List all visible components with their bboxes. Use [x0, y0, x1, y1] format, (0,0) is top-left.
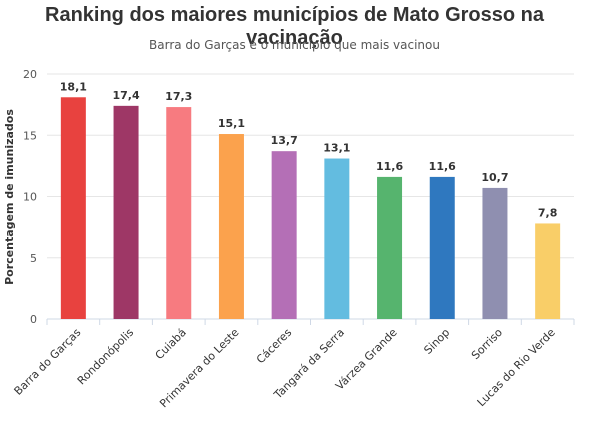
bar [482, 187, 508, 319]
data-label: 17,3 [165, 90, 192, 103]
bar [166, 107, 192, 319]
data-labels: 18,1 17,4 17,3 15,1 13,7 13,1 11,6 11,6 10,7 7,8 [60, 80, 558, 219]
chart-title: Ranking dos maiores municípios de Mato G… [45, 4, 544, 49]
bar [377, 176, 403, 319]
y-tick-label: 15 [23, 129, 37, 142]
bar [429, 176, 455, 319]
bar [324, 158, 350, 319]
bar [218, 134, 244, 319]
y-tick-label: 10 [23, 191, 37, 204]
x-tick-label: Barra do Garças [12, 326, 84, 398]
x-tick-label: Cáceres [254, 326, 295, 367]
data-label: 11,6 [376, 160, 403, 173]
x-tick-label: Cuiabá [153, 326, 189, 362]
bar [271, 151, 297, 319]
data-label: 17,4 [112, 89, 139, 102]
data-label: 13,7 [271, 134, 298, 147]
data-label: 7,8 [538, 206, 558, 219]
y-tick-label: 5 [30, 252, 37, 265]
bars [60, 97, 561, 320]
y-axis-label: Porcentagem de imunizados [3, 109, 16, 285]
chart-subtitle: Barra do Garças é o município que mais v… [149, 38, 440, 52]
data-label: 13,1 [323, 142, 350, 155]
bar [60, 97, 86, 320]
data-label: 11,6 [429, 160, 456, 173]
bar [113, 105, 139, 319]
x-tick-label: Sinop [421, 326, 452, 357]
y-tick-label: 20 [23, 68, 37, 81]
data-label: 15,1 [218, 117, 245, 130]
data-label: 10,7 [481, 171, 508, 184]
y-tick-label: 0 [30, 313, 37, 326]
x-tick-label: Rondonópolis [75, 326, 137, 388]
x-tick-label: Sorriso [469, 326, 505, 362]
data-label: 18,1 [60, 80, 87, 93]
bar [535, 223, 561, 319]
